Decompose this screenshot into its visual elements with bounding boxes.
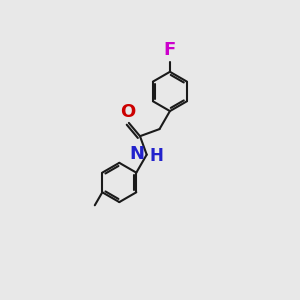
Text: H: H [149,148,163,166]
Text: F: F [164,41,176,59]
Text: N: N [130,145,145,163]
Text: O: O [120,103,135,121]
